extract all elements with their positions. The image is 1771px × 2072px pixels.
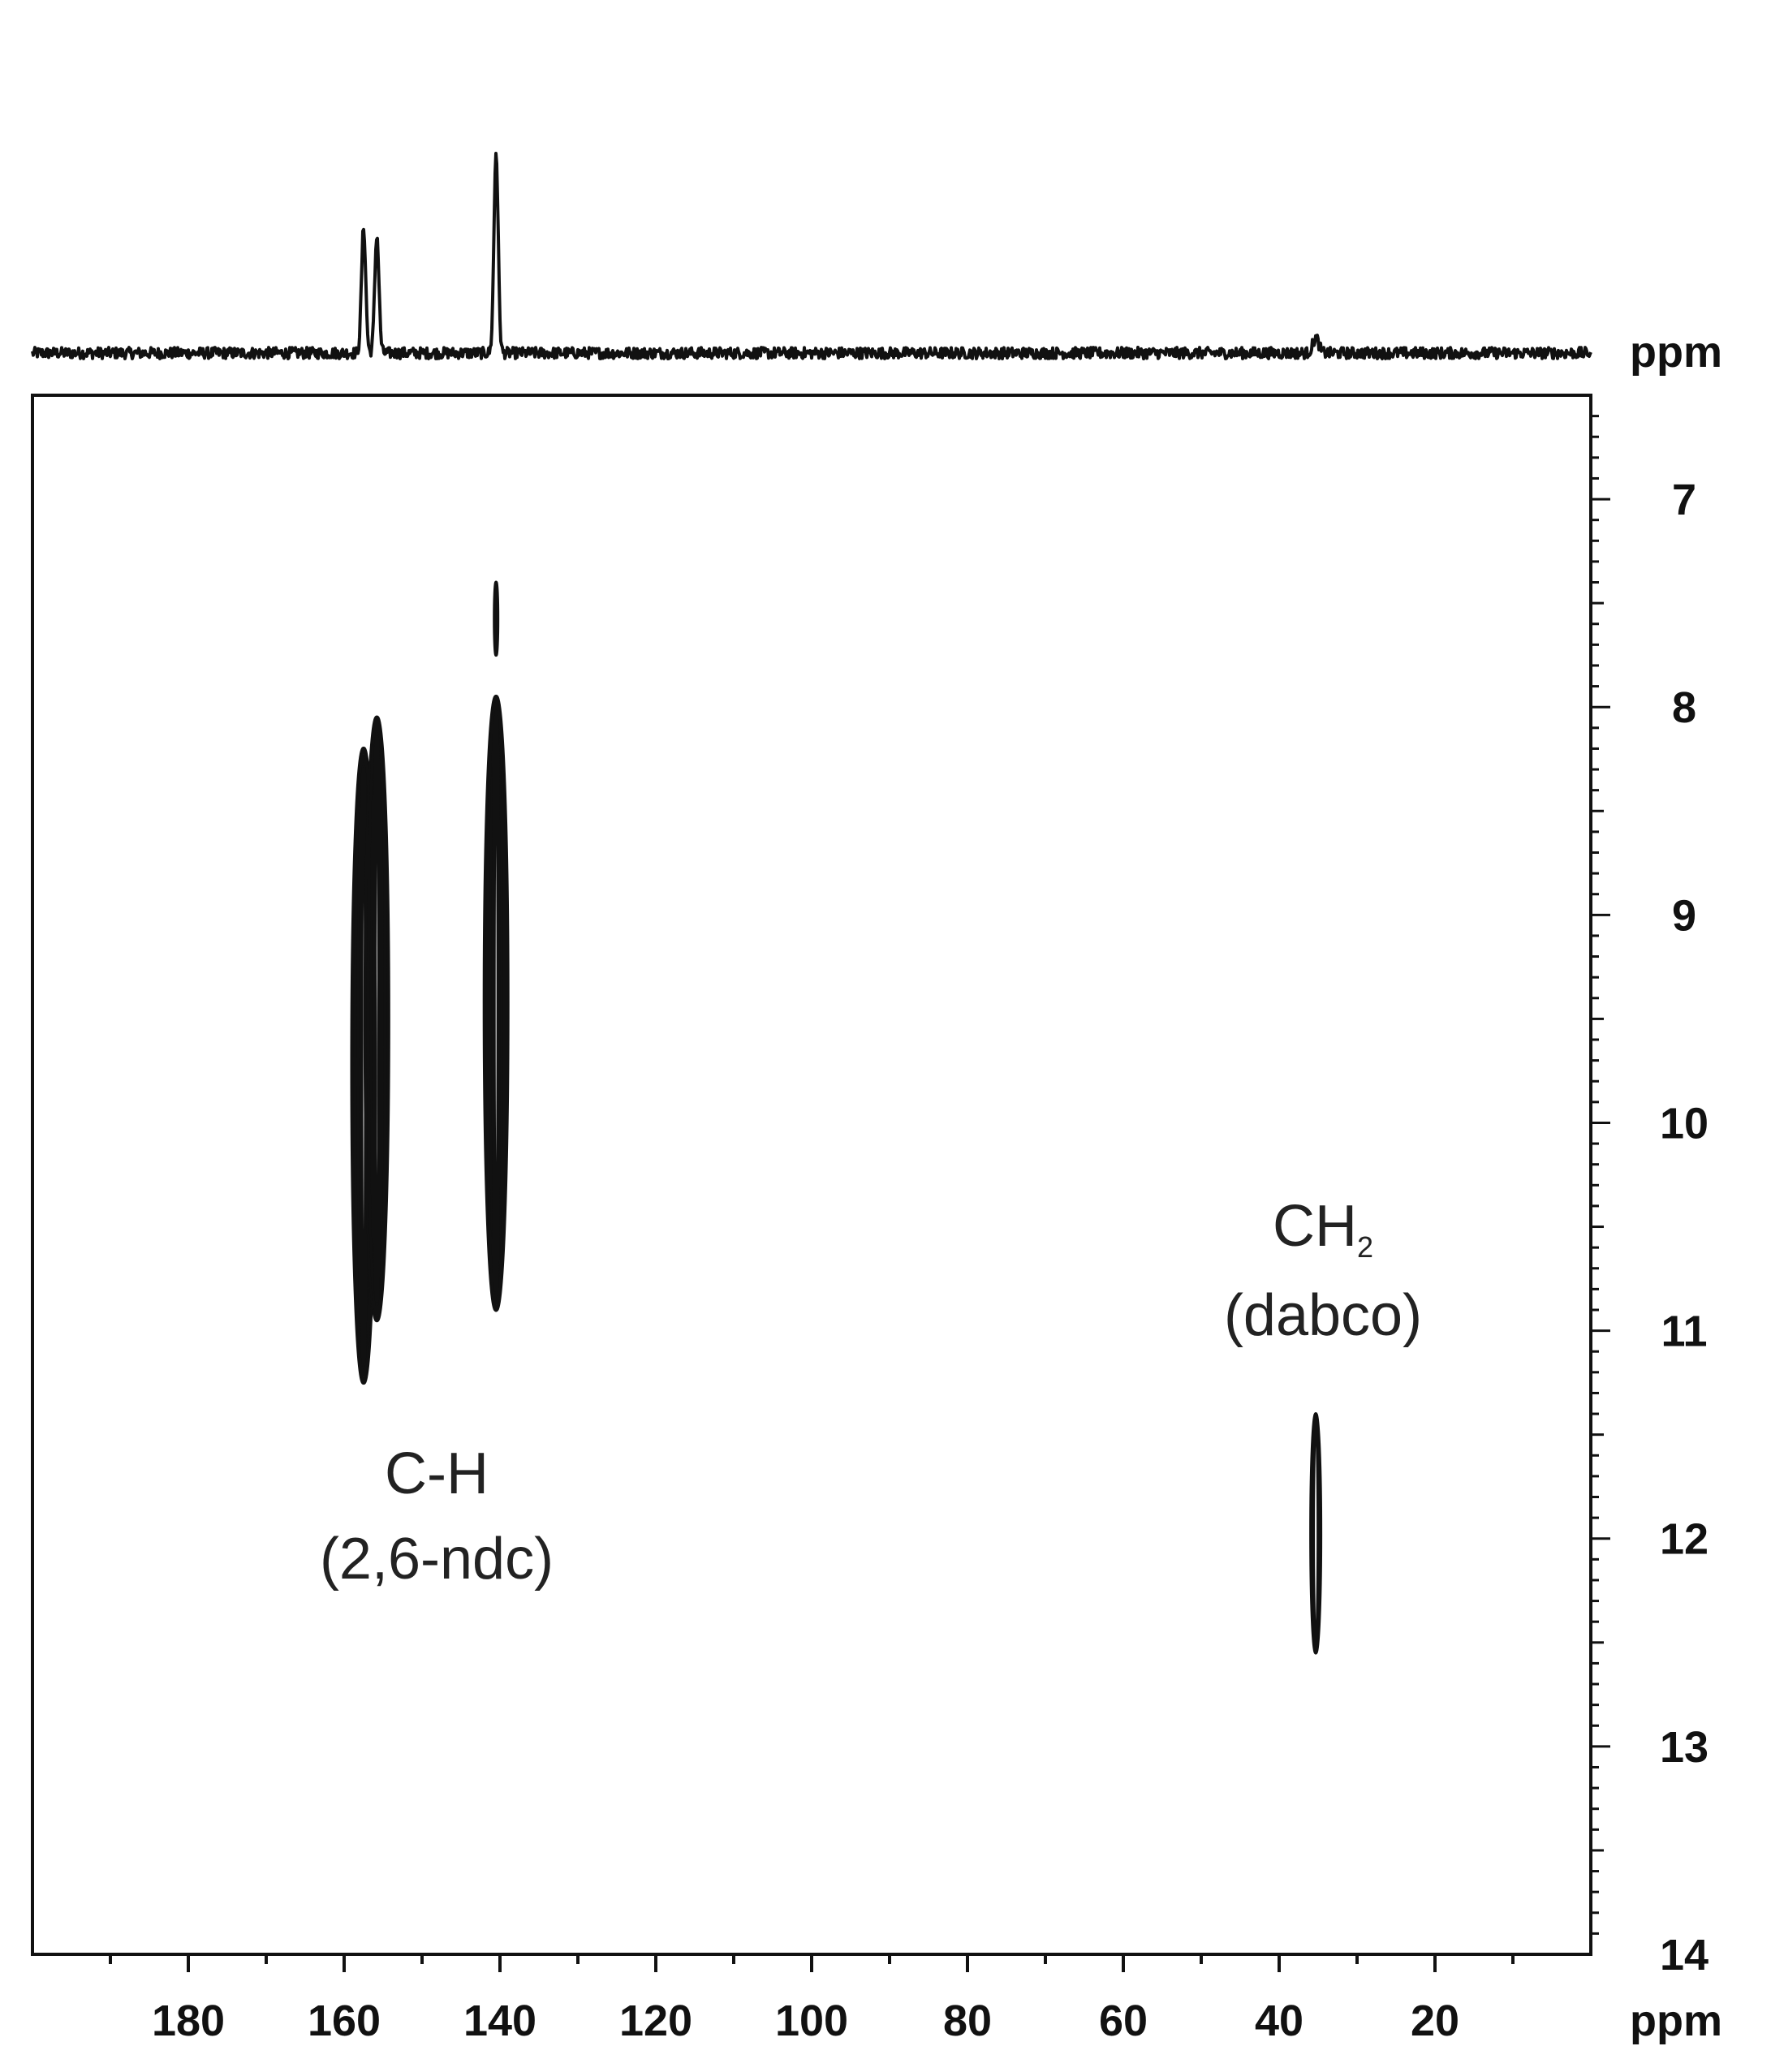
annotation-dabco-label: (dabco)	[1224, 1283, 1422, 1348]
cross-peak-contour	[363, 715, 390, 1323]
y-tick-label: 14	[1660, 1931, 1709, 1979]
cross-peak-contour	[366, 722, 387, 1316]
x-tick-label: 60	[1099, 1997, 1148, 2045]
y-tick-label: 13	[1660, 1723, 1709, 1772]
annotation-ndc-label: (2,6-ndc)	[320, 1527, 554, 1592]
annotation-ch2-subscript: 2	[1357, 1230, 1373, 1264]
x-axis-ticks	[109, 1954, 1515, 1972]
y-tick-label: 8	[1672, 683, 1696, 732]
annotation-ch2-main: CH	[1273, 1194, 1357, 1259]
annotation-ch2-label: CH2	[1273, 1194, 1373, 1264]
y-tick-label: 7	[1672, 476, 1696, 524]
x-tick-label: 120	[619, 1997, 692, 2045]
cross-peak-contour	[493, 580, 500, 657]
projection-unit-label: ppm	[1630, 328, 1722, 377]
x-tick-label: 100	[775, 1997, 848, 2045]
annotation-ch2-dabco: CH2 (dabco)	[1224, 1194, 1422, 1348]
cross-peak-contour	[482, 694, 510, 1312]
y-tick-label: 10	[1660, 1099, 1709, 1148]
cross-peak-contour	[369, 730, 384, 1308]
x-tick-label: 40	[1255, 1997, 1303, 2045]
cross-peak-contour	[372, 735, 381, 1303]
cross-peak-contour	[489, 709, 503, 1298]
x-axis-unit-label: ppm	[1630, 1997, 1722, 2045]
projection-panel: ppm	[31, 152, 1722, 377]
annotation-ch-label: C-H	[385, 1441, 489, 1506]
x-tick-label: 80	[943, 1997, 992, 2045]
cross-peak-contour	[1312, 1414, 1321, 1652]
y-tick-label: 12	[1660, 1515, 1709, 1564]
x-tick-label: 20	[1411, 1997, 1459, 2045]
projection-trace	[31, 152, 1592, 360]
y-axis-ticks	[1591, 415, 1610, 1935]
cross-peak-contour	[491, 714, 501, 1292]
plot-frame	[31, 394, 1592, 1956]
y-tick-label: 11	[1661, 1307, 1707, 1356]
x-axis-tick-labels: 180 160 140 120 100 80 60 40 20	[152, 1997, 1459, 2045]
annotation-ch-ndc: C-H (2,6-ndc)	[320, 1441, 554, 1592]
x-tick-label: 140	[463, 1997, 536, 2045]
cross-peak-contour	[485, 701, 506, 1305]
cross-peak-contour	[1309, 1412, 1323, 1655]
cross-peaks	[350, 580, 1323, 1655]
x-tick-label: 180	[152, 1997, 225, 2045]
y-tick-label: 9	[1672, 891, 1696, 940]
x-tick-label: 160	[308, 1997, 381, 2045]
y-axis-tick-labels: 7 8 9 10 11 12 13 14	[1660, 476, 1709, 1979]
